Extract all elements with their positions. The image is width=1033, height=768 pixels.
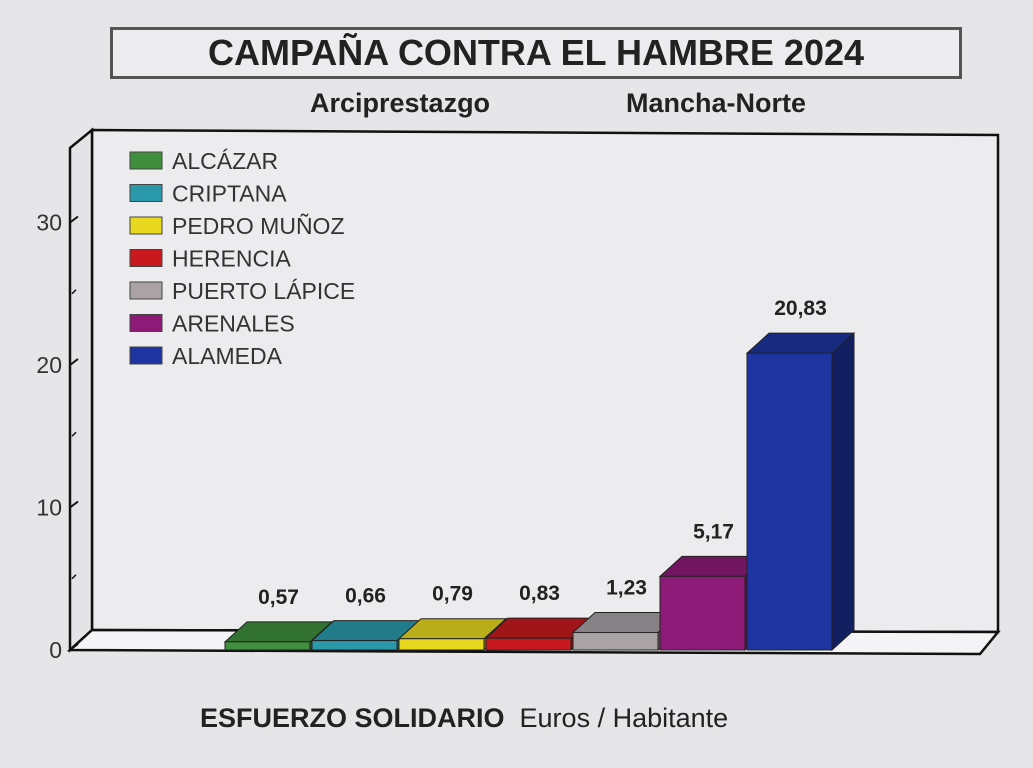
bar-front xyxy=(659,575,746,651)
x-axis-label: ESFUERZO SOLIDARIO Euros / Habitante xyxy=(200,703,728,734)
legend-label: PUERTO LÁPICE xyxy=(172,278,355,304)
y-tick-label: 0 xyxy=(49,637,62,663)
data-label: 0,79 xyxy=(432,583,473,606)
y-minor-tick xyxy=(71,574,77,580)
data-label: 20,83 xyxy=(774,297,827,320)
x-axis-label-bold: ESFUERZO SOLIDARIO xyxy=(200,703,505,733)
y-tick-label: 10 xyxy=(36,495,62,521)
legend-swatch xyxy=(129,314,163,332)
legend-label: PEDRO MUÑOZ xyxy=(172,213,345,239)
data-label: 0,66 xyxy=(345,585,386,608)
legend-item: ARENALES xyxy=(129,311,295,337)
bar-front xyxy=(311,640,398,651)
legend-item: CRIPTANA xyxy=(129,181,287,207)
data-label: 1,23 xyxy=(606,576,647,599)
data-label: 5,17 xyxy=(693,520,734,543)
y-tick-label: 20 xyxy=(36,352,62,378)
legend-label: ALAMEDA xyxy=(172,343,283,369)
bar-side xyxy=(831,332,855,652)
chart-subtitle-left: Arciprestazgo xyxy=(310,88,491,118)
legend-swatch xyxy=(129,346,163,365)
legend-swatch xyxy=(129,184,163,202)
legend-item: ALAMEDA xyxy=(129,343,283,369)
legend-item: ALCÁZAR xyxy=(129,148,278,174)
chart-subtitle-right: Mancha-Norte xyxy=(626,88,807,118)
bar-front xyxy=(572,631,659,651)
data-label: 0,83 xyxy=(519,582,560,605)
legend-label: HERENCIA xyxy=(172,246,292,272)
legend-swatch xyxy=(129,216,163,235)
y-tick xyxy=(69,215,79,224)
y-minor-tick xyxy=(71,289,77,295)
y-tick xyxy=(69,643,79,651)
y-tick xyxy=(69,358,79,366)
legend-label: ALCÁZAR xyxy=(172,148,278,174)
chart-title: CAMPAÑA CONTRA EL HAMBRE 2024 xyxy=(110,27,962,79)
legend-label: ARENALES xyxy=(172,311,295,337)
x-axis-label-units: Euros / Habitante xyxy=(519,703,729,733)
bar-7 xyxy=(745,332,856,652)
data-label: 0,57 xyxy=(258,586,299,609)
bar-front xyxy=(485,637,572,651)
bar-front xyxy=(224,641,311,651)
y-tick-label: 30 xyxy=(36,210,62,236)
y-tick xyxy=(69,500,79,509)
left-wall xyxy=(68,127,94,653)
bar-front xyxy=(746,352,833,651)
y-minor-tick xyxy=(71,431,77,437)
legend-swatch xyxy=(129,151,163,170)
legend-swatch xyxy=(129,281,163,300)
legend-item: HERENCIA xyxy=(129,246,292,272)
bar-front xyxy=(398,638,485,651)
legend-swatch xyxy=(129,249,163,267)
legend-label: CRIPTANA xyxy=(172,181,287,207)
legend-item: PUERTO LÁPICE xyxy=(129,278,355,304)
legend-item: PEDRO MUÑOZ xyxy=(129,213,345,239)
